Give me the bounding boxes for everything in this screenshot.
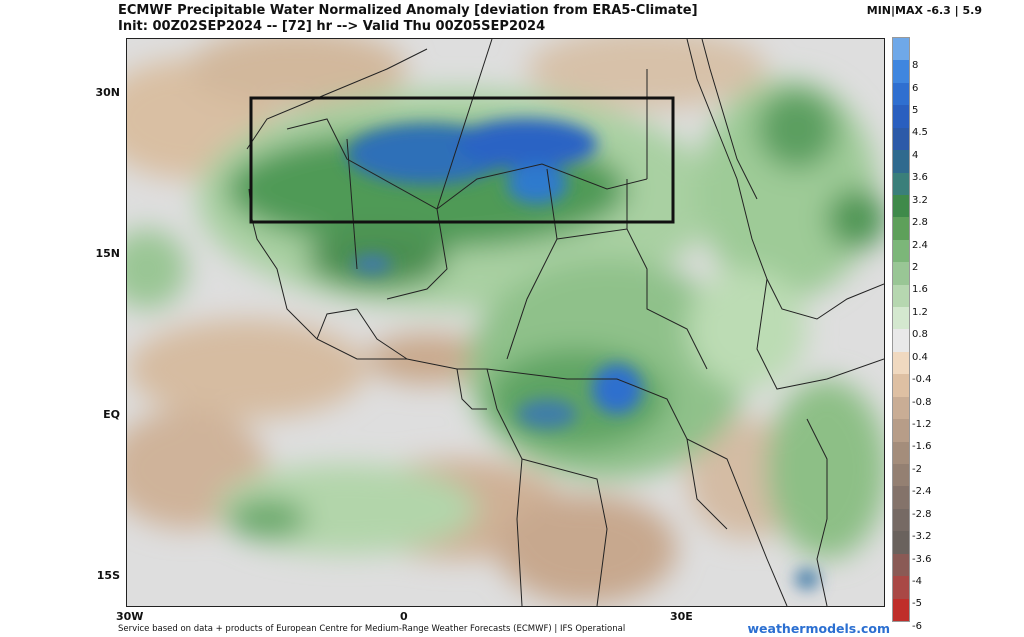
colorbar-swatch (893, 329, 909, 352)
colorbar-label: 6 (912, 82, 919, 94)
colorbar-label: 8 (912, 60, 919, 72)
colorbar-label: 1.2 (912, 306, 928, 318)
colorbar-label: -0.8 (912, 396, 932, 408)
lon-label-0: 0 (400, 610, 408, 623)
colorbar-label: 1.6 (912, 284, 928, 296)
colorbar-swatch (893, 127, 909, 151)
map-canvas (127, 39, 884, 606)
colorbar-swatch (893, 307, 909, 330)
colorbar-label: 2.4 (912, 239, 928, 251)
colorbar-swatch (893, 396, 909, 420)
colorbar (892, 37, 910, 622)
highlight-region-box (249, 96, 675, 224)
colorbar-swatch (893, 150, 909, 173)
colorbar-swatch (893, 105, 909, 128)
colorbar-label: -5 (912, 598, 922, 610)
colorbar-swatch (893, 553, 909, 577)
colorbar-label: -1.2 (912, 418, 932, 430)
colorbar-label: -2 (912, 463, 922, 475)
credit-footer: Service based on data + products of Euro… (118, 624, 626, 634)
colorbar-label: 2 (912, 262, 919, 274)
colorbar-label: -3.2 (912, 531, 932, 543)
lat-label-30n: 30N (95, 86, 120, 99)
anomaly-map (126, 38, 885, 607)
colorbar-swatch (893, 194, 909, 218)
colorbar-swatch (893, 82, 909, 106)
colorbar-label: -3.6 (912, 553, 932, 565)
lat-label-eq: EQ (103, 408, 120, 421)
colorbar-swatch (893, 60, 909, 83)
colorbar-swatch (893, 508, 909, 532)
colorbar-swatch (893, 262, 909, 285)
colorbar-swatch (893, 464, 909, 487)
colorbar-swatch (893, 576, 909, 599)
lon-label-30e: 30E (670, 610, 693, 623)
brand-link[interactable]: weathermodels.com (747, 621, 890, 636)
title-line-2: Init: 00Z02SEP2024 -- [72] hr --> Valid … (118, 19, 546, 34)
high-anomaly-cores (347, 119, 819, 589)
colorbar-label: -1.6 (912, 441, 932, 453)
colorbar-label: 0.4 (912, 351, 928, 363)
colorbar-label: -2.8 (912, 508, 932, 520)
lat-label-15n: 15N (95, 247, 120, 260)
minmax-readout: MIN|MAX -6.3 | 5.9 (866, 4, 982, 17)
colorbar-swatch (893, 217, 909, 240)
country-borders (246, 39, 884, 606)
map-title: ECMWF Precipitable Water Normalized Anom… (118, 3, 698, 35)
colorbar-label: -6 (912, 620, 922, 632)
colorbar-swatch (893, 531, 909, 554)
colorbar-swatch (893, 239, 909, 263)
colorbar-label: 4.5 (912, 127, 928, 139)
colorbar-label: 5 (912, 105, 919, 117)
colorbar-swatch (893, 598, 909, 621)
colorbar-label: 3.6 (912, 172, 928, 184)
lon-label-30w: 30W (116, 610, 144, 623)
colorbar-label: -2.4 (912, 486, 932, 498)
colorbar-swatch (893, 441, 909, 465)
colorbar-label: 2.8 (912, 217, 928, 229)
colorbar-label: 3.2 (912, 194, 928, 206)
colorbar-swatch (893, 38, 909, 61)
colorbar-label: -0.4 (912, 374, 932, 386)
lat-label-15s: 15S (96, 569, 120, 582)
title-line-1: ECMWF Precipitable Water Normalized Anom… (118, 3, 698, 18)
colorbar-label: -4 (912, 575, 922, 587)
colorbar-swatch (893, 486, 909, 509)
colorbar-label: 4 (912, 149, 919, 161)
colorbar-swatch (893, 374, 909, 397)
colorbar-swatch (893, 284, 909, 308)
colorbar-swatch (893, 172, 909, 195)
colorbar-swatch (893, 419, 909, 442)
colorbar-swatch (893, 351, 909, 375)
colorbar-label: 0.8 (912, 329, 928, 341)
